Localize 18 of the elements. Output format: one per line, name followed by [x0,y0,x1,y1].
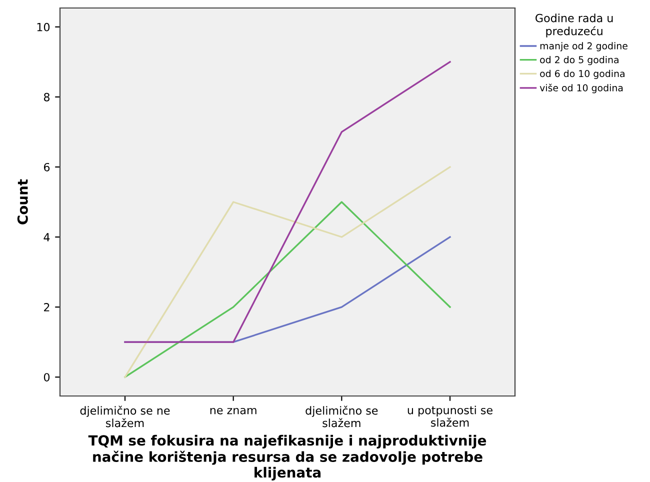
y-tick-label: 8 [44,92,50,102]
x-tick-label: djelimično se ne slažem [80,406,170,428]
y-tick-label: 0 [44,373,50,382]
legend-label: od 2 do 5 godina [540,56,618,66]
legend-label: od 6 do 10 godina [540,70,624,79]
line-series [124,166,451,378]
y-tick-label: 6 [44,162,50,172]
legend-label: manje od 2 godine [540,42,628,52]
x-axis-title: TQM se fokusira na najefikasnije i najproduktivnije načine korištenja resursa da se zadovolje potrebe klijenata [88,434,486,480]
y-axis-title: Count [17,179,28,224]
legend-label: više od 10 godina [540,84,623,94]
x-tick-label: u potpunosti se slažem [408,406,492,427]
x-tick-label: djelimično se slažem [306,406,378,428]
legend-title: Godine rada u preduzeću [536,14,613,38]
x-tick-label: ne znam [210,408,256,414]
y-tick-label: 2 [44,303,50,312]
y-tick-label: 10 [37,22,50,32]
y-tick-label: 4 [44,233,50,242]
